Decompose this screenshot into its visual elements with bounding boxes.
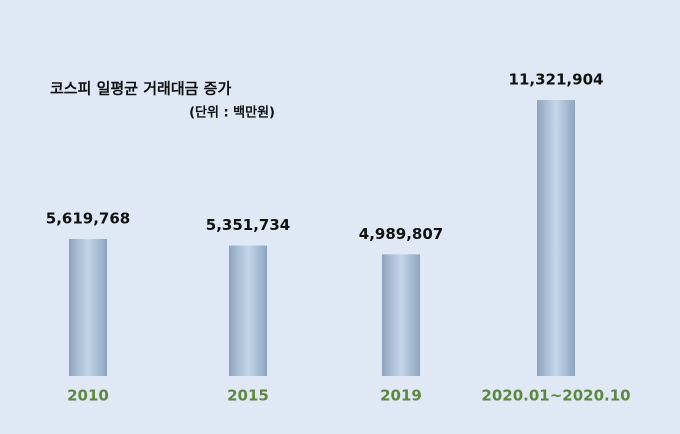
chart-title: 코스피 일평균 거래대금 증가 <box>50 80 231 98</box>
bar <box>537 100 575 376</box>
value-label: 11,321,904 <box>509 71 604 89</box>
chart-subtitle: (단위 : 백만원) <box>189 105 275 121</box>
x-tick-label: 2010 <box>67 387 109 405</box>
x-tick-label: 2015 <box>227 387 269 405</box>
bar <box>382 254 420 376</box>
bar <box>69 239 107 376</box>
value-label: 5,619,768 <box>46 210 130 228</box>
value-label: 5,351,734 <box>206 216 290 234</box>
x-tick-label: 2020.01~2020.10 <box>481 387 630 405</box>
bar <box>229 245 267 376</box>
x-tick-label: 2019 <box>380 387 422 405</box>
value-label: 4,989,807 <box>359 225 443 243</box>
